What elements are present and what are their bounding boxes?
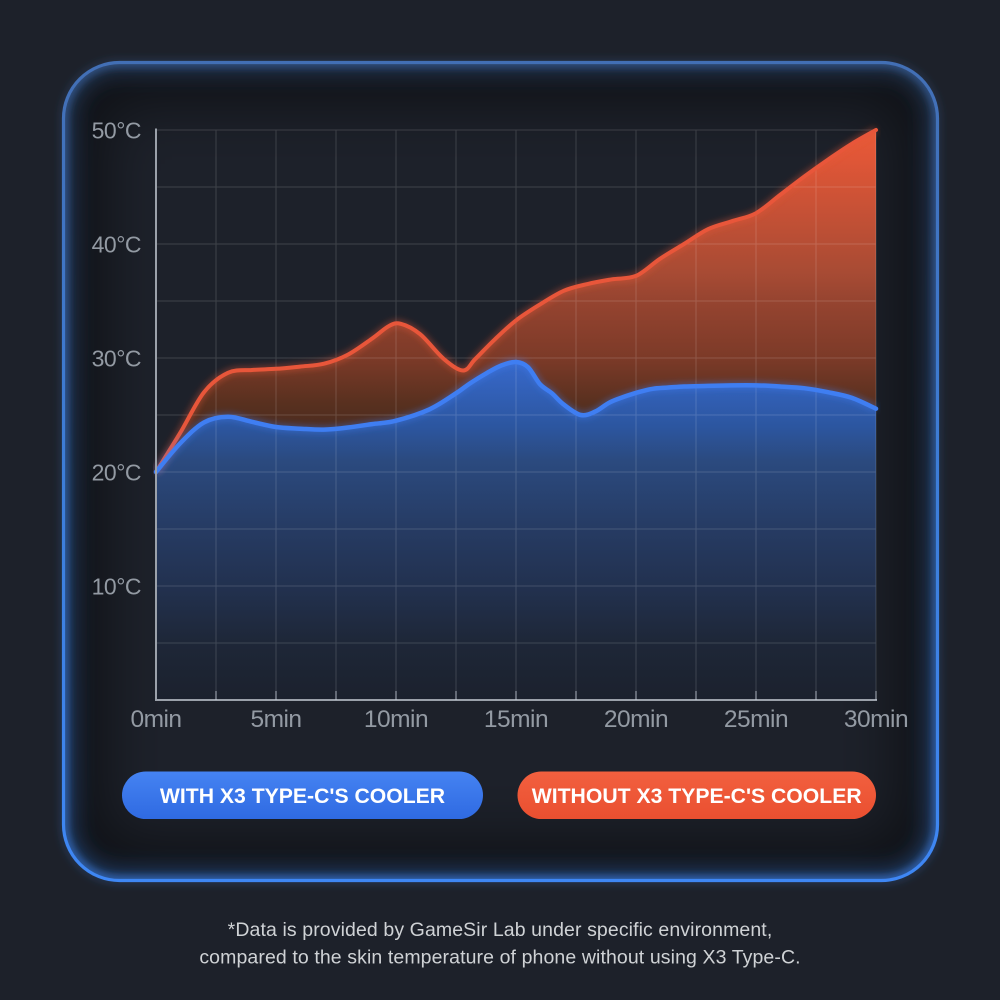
svg-text:40°C: 40°C	[92, 232, 141, 258]
svg-text:5min: 5min	[250, 706, 301, 733]
svg-text:0min: 0min	[130, 706, 181, 733]
svg-text:20°C: 20°C	[92, 460, 141, 486]
svg-text:10°C: 10°C	[92, 574, 141, 600]
svg-text:*Data is provided by GameSir L: *Data is provided by GameSir Lab under s…	[228, 919, 773, 941]
svg-text:WITH X3 TYPE-C'S COOLER: WITH X3 TYPE-C'S COOLER	[160, 785, 445, 808]
svg-text:10min: 10min	[364, 706, 428, 733]
svg-text:25min: 25min	[724, 706, 788, 733]
svg-text:20min: 20min	[604, 706, 668, 733]
svg-text:WITHOUT X3 TYPE-C'S COOLER: WITHOUT X3 TYPE-C'S COOLER	[532, 785, 862, 808]
svg-text:15min: 15min	[484, 706, 548, 733]
svg-text:30min: 30min	[844, 706, 908, 733]
svg-text:compared to the skin temperatu: compared to the skin temperature of phon…	[199, 947, 800, 969]
svg-text:30°C: 30°C	[92, 346, 141, 372]
svg-text:50°C: 50°C	[92, 118, 141, 144]
